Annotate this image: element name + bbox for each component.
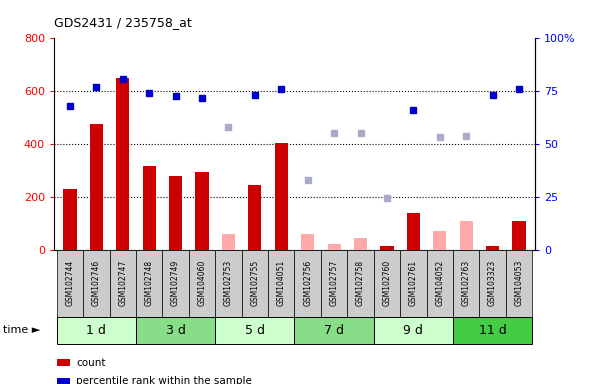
Text: 5 d: 5 d	[245, 324, 265, 337]
Bar	[90, 124, 103, 250]
Bar	[407, 213, 420, 250]
Bar	[222, 234, 235, 250]
Text: 11 d: 11 d	[479, 324, 507, 337]
Bar	[460, 220, 473, 250]
Text: GSM102747: GSM102747	[118, 260, 127, 306]
Text: GSM102761: GSM102761	[409, 260, 418, 306]
Text: 9 d: 9 d	[403, 324, 423, 337]
Text: GSM102755: GSM102755	[251, 260, 260, 306]
Text: GSM102746: GSM102746	[92, 260, 101, 306]
Text: GSM102763: GSM102763	[462, 260, 471, 306]
Text: GSM102757: GSM102757	[329, 260, 338, 306]
Text: percentile rank within the sample: percentile rank within the sample	[76, 376, 252, 384]
Bar	[486, 246, 499, 250]
Text: GSM102744: GSM102744	[66, 260, 75, 306]
Bar	[301, 234, 314, 250]
Bar	[328, 244, 341, 250]
Text: GSM102758: GSM102758	[356, 260, 365, 306]
Bar	[142, 166, 156, 250]
Text: GDS2431 / 235758_at: GDS2431 / 235758_at	[54, 16, 192, 29]
Bar	[116, 78, 129, 250]
Text: GSM102748: GSM102748	[145, 260, 154, 306]
Bar	[354, 238, 367, 250]
Text: GSM103323: GSM103323	[488, 260, 497, 306]
Text: 1 d: 1 d	[87, 324, 106, 337]
Text: GSM102756: GSM102756	[303, 260, 312, 306]
Text: count: count	[76, 358, 106, 368]
Bar	[63, 189, 76, 250]
Text: 7 d: 7 d	[324, 324, 344, 337]
Bar	[248, 185, 261, 250]
Text: GSM102749: GSM102749	[171, 260, 180, 306]
Text: GSM102753: GSM102753	[224, 260, 233, 306]
Bar	[275, 143, 288, 250]
Bar	[433, 231, 447, 250]
Text: GSM104051: GSM104051	[277, 260, 286, 306]
Text: 3 d: 3 d	[166, 324, 186, 337]
Bar	[513, 220, 526, 250]
Text: time ►: time ►	[3, 325, 40, 335]
Text: GSM104060: GSM104060	[198, 260, 207, 306]
Bar	[380, 246, 394, 250]
Text: GSM104052: GSM104052	[435, 260, 444, 306]
Text: GSM102760: GSM102760	[382, 260, 391, 306]
Bar	[169, 176, 182, 250]
Text: GSM104053: GSM104053	[514, 260, 523, 306]
Bar	[195, 172, 209, 250]
